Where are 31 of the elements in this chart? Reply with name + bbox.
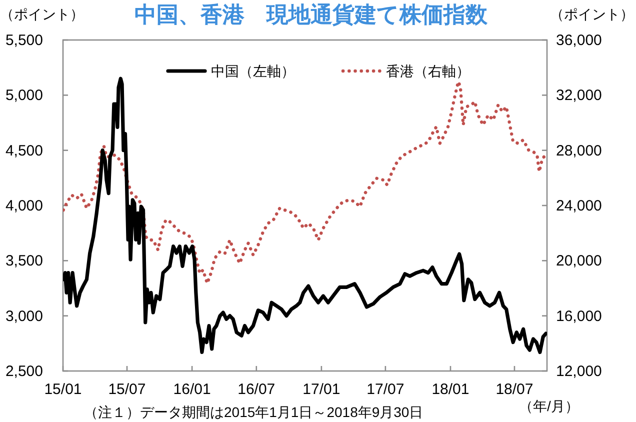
chart-title: 中国、香港 現地通貨建て株価指数 <box>134 2 488 27</box>
y2-tick-label: 28,000 <box>556 142 602 160</box>
y-tick-label: 4,000 <box>5 198 43 214</box>
y2-tick-label: 20,000 <box>556 252 602 270</box>
legend-label: 香港（右軸） <box>386 63 470 79</box>
y2-axis-title: （ポイント） <box>550 6 634 22</box>
y-tick-label: 4,500 <box>5 142 43 160</box>
y-tick-label: 3,000 <box>5 308 43 325</box>
x-tick-label: 16/07 <box>238 381 276 398</box>
x-tick-label: 17/07 <box>366 381 404 398</box>
x-tick-label: 18/07 <box>496 381 534 398</box>
line-series <box>63 80 547 285</box>
y-tick-label: 3,500 <box>5 252 43 270</box>
x-tick-label: 18/01 <box>432 381 470 398</box>
x-tick-label: 15/07 <box>108 381 146 398</box>
y2-tick-label: 24,000 <box>556 198 602 214</box>
text: （注１）データ期間は2015年1月1日～2018年9月30日 <box>84 404 424 420</box>
y2-tick-label: 32,000 <box>556 87 602 104</box>
legend-label: 中国（左軸） <box>211 63 295 79</box>
y2-tick-label: 12,000 <box>556 363 602 380</box>
y-axis-title: （ポイント） <box>0 6 84 22</box>
x-tick-label: 15/01 <box>44 381 82 398</box>
x-tick-label: 16/01 <box>173 381 211 398</box>
y2-tick-label: 36,000 <box>556 32 602 49</box>
x-tick-label: 17/01 <box>302 381 340 398</box>
y-tick-label: 2,500 <box>5 363 43 380</box>
line-series <box>63 76 547 354</box>
y-tick-label: 5,000 <box>5 87 43 104</box>
y2-tick-label: 16,000 <box>556 308 602 325</box>
y-tick-label: 5,500 <box>5 32 43 49</box>
x-axis-title: （年/月） <box>519 398 579 414</box>
